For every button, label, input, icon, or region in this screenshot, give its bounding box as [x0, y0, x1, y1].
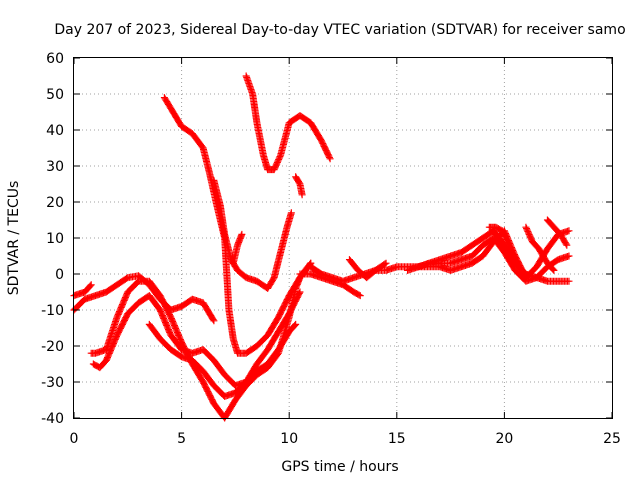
x-tick-label: 0: [70, 431, 79, 447]
series-arc-18: [543, 216, 571, 249]
y-tick-label: -10: [41, 303, 64, 319]
series-arc-8: [229, 230, 246, 267]
series-arc-5: [145, 288, 304, 400]
y-axis-label: SDTVAR / TECUs: [6, 181, 22, 296]
chart-title: Day 207 of 2023, Sidereal Day-to-day VTE…: [54, 22, 625, 38]
axes: 0 5 10 15 20 25 -40 -30 -20 -10 0 10 20 30 40 50 60: [41, 51, 621, 447]
y-tick-label: 20: [46, 195, 64, 211]
data-point: [549, 265, 557, 273]
data-point: [209, 316, 217, 324]
x-tick-label: 10: [280, 431, 298, 447]
data-point: [550, 266, 558, 274]
y-tick-label: -30: [41, 375, 64, 391]
y-tick-label: 30: [46, 159, 64, 175]
data-point: [511, 254, 519, 262]
data-point: [382, 259, 390, 267]
series-arc-9: [242, 72, 334, 174]
data-point: [356, 292, 364, 300]
data-point: [296, 288, 304, 296]
data-point: [565, 277, 573, 285]
data-point: [511, 256, 519, 264]
data-point: [298, 191, 306, 199]
series-arc-12: [296, 270, 364, 300]
data-point: [325, 153, 333, 161]
data-point: [565, 252, 573, 260]
x-tick-label: 15: [388, 431, 406, 447]
x-tick-label: 25: [603, 431, 621, 447]
series-arc-7: [210, 176, 295, 292]
y-tick-label: 0: [55, 267, 64, 283]
y-tick-label: 50: [46, 87, 64, 103]
y-tick-label: -40: [41, 411, 64, 427]
data-point: [326, 155, 334, 163]
data-points: [70, 72, 573, 422]
y-tick-label: 40: [46, 123, 64, 139]
x-axis-label: GPS time / hours: [281, 459, 398, 475]
data-point: [86, 282, 94, 290]
series-arc-17: [522, 223, 558, 274]
data-point: [563, 241, 571, 249]
data-point: [381, 260, 389, 268]
data-point: [291, 321, 299, 329]
data-point: [238, 230, 246, 238]
y-tick-label: 60: [46, 51, 64, 67]
y-tick-label: -20: [41, 339, 64, 355]
plot-frame: [73, 57, 613, 419]
data-point: [276, 153, 284, 161]
grid: [74, 58, 612, 418]
x-tick-label: 5: [177, 431, 186, 447]
data-point: [210, 317, 218, 325]
data-point: [292, 320, 300, 328]
data-point: [87, 281, 95, 289]
series-arc-13: [345, 256, 390, 282]
data-point: [562, 240, 570, 248]
data-point: [287, 209, 295, 217]
data-point: [355, 291, 363, 299]
data-point: [565, 227, 573, 235]
x-tick-label: 20: [495, 431, 513, 447]
series-arc-10: [292, 173, 306, 199]
data-point: [295, 289, 303, 297]
series-arc-16: [485, 223, 519, 264]
y-tick-label: 10: [46, 231, 64, 247]
